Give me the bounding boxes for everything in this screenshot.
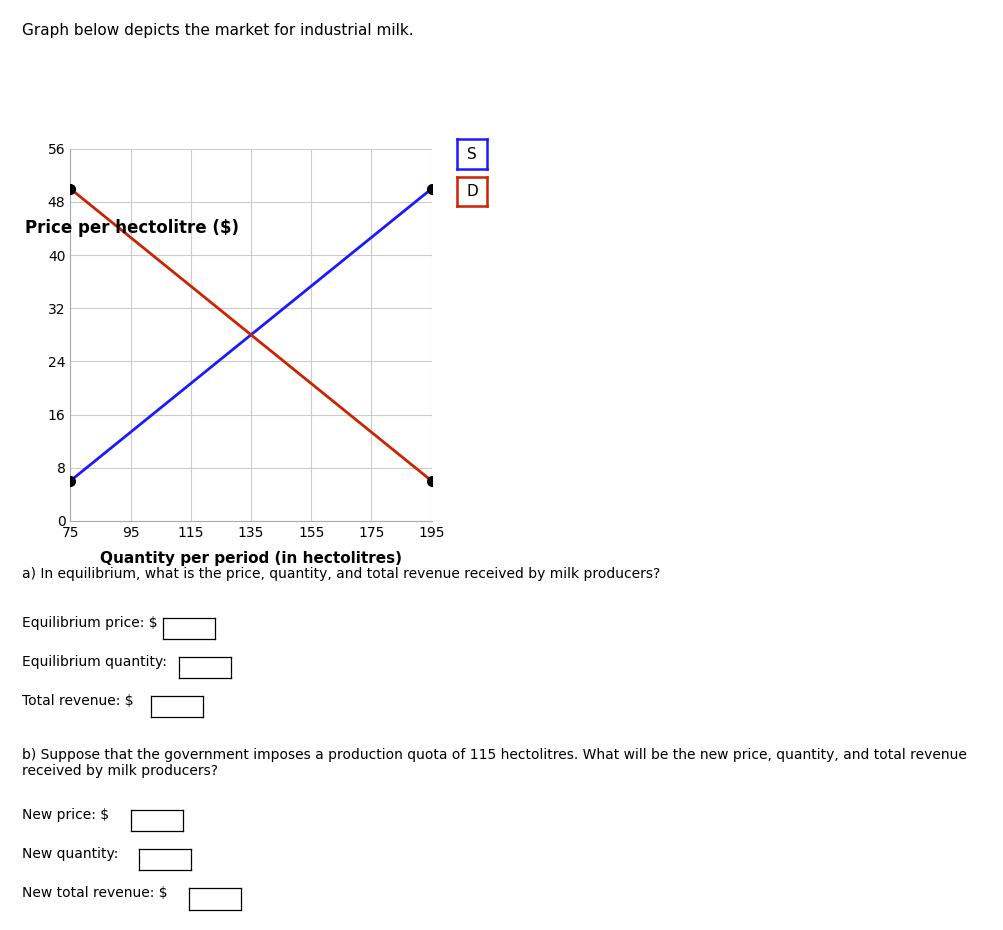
Text: New quantity:: New quantity: [22,847,118,861]
Text: Equilibrium price: $: Equilibrium price: $ [22,616,157,630]
Text: Equilibrium quantity:: Equilibrium quantity: [22,655,166,669]
Text: S: S [466,147,476,162]
Text: Total revenue: $: Total revenue: $ [22,694,133,708]
Text: New total revenue: $: New total revenue: $ [22,886,168,900]
Text: New price: $: New price: $ [22,808,109,822]
Text: Graph below depicts the market for industrial milk.: Graph below depicts the market for indus… [22,23,413,38]
Text: D: D [465,184,477,199]
X-axis label: Quantity per period (in hectolitres): Quantity per period (in hectolitres) [100,551,401,565]
Text: Price per hectolitre ($): Price per hectolitre ($) [25,219,239,237]
Text: b) Suppose that the government imposes a production quota of 115 hectolitres. Wh: b) Suppose that the government imposes a… [22,748,966,777]
Text: a) In equilibrium, what is the price, quantity, and total revenue received by mi: a) In equilibrium, what is the price, qu… [22,567,660,581]
